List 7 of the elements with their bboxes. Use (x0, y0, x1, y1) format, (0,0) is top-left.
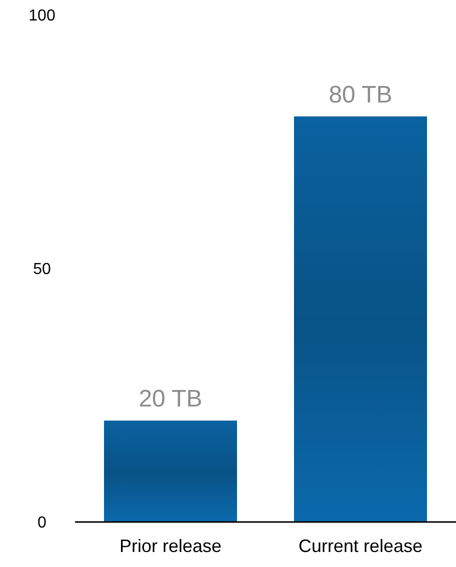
data-label: 20 TB (138, 386, 202, 413)
x-tick-label: Current release (298, 536, 423, 556)
y-tick-label: 100 (28, 8, 56, 25)
x-tick-label: Prior release (119, 536, 222, 556)
y-tick-label: 50 (33, 261, 51, 278)
data-label: 80 TB (328, 81, 392, 108)
y-tick-label: 0 (38, 514, 47, 532)
